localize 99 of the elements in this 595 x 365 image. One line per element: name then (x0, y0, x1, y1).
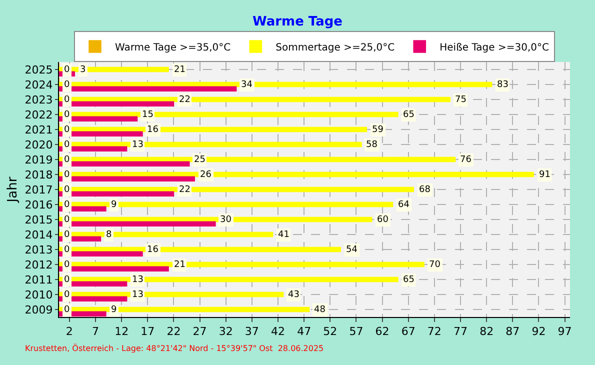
data-label: 22 (179, 95, 190, 105)
x-tick-label: 2 (66, 325, 73, 338)
data-label: 83 (497, 80, 508, 90)
y-tick-label: 2014 (24, 228, 53, 242)
data-label: 60 (377, 215, 389, 225)
data-label: 0 (64, 140, 70, 150)
x-tick-label: 32 (218, 325, 233, 338)
data-label: 0 (64, 110, 70, 120)
data-label: 0 (64, 95, 70, 105)
x-tick-label: 47 (297, 325, 312, 338)
data-label: 59 (372, 125, 384, 135)
data-label: 75 (455, 95, 466, 105)
data-label: 64 (398, 200, 410, 210)
data-label: 3 (80, 65, 86, 75)
x-tick-label: 62 (375, 325, 390, 338)
y-tick-label: 2018 (24, 168, 53, 182)
data-label: 0 (64, 200, 70, 210)
data-label: 15 (142, 110, 154, 120)
x-tick-label: 12 (114, 325, 129, 338)
data-label: 0 (64, 230, 70, 240)
data-label: 0 (64, 65, 70, 75)
y-tick-label: 2021 (24, 123, 53, 136)
x-tick-label: 7 (92, 325, 99, 338)
y-tick-label: 2020 (24, 138, 53, 152)
data-label: 65 (403, 110, 414, 120)
bar (59, 221, 216, 226)
data-label: 41 (278, 230, 290, 240)
data-label: 9 (111, 200, 117, 210)
data-label: 0 (64, 305, 70, 315)
data-label: 34 (241, 80, 253, 90)
data-label: 0 (64, 80, 70, 90)
y-tick-label: 2023 (24, 93, 53, 106)
text: Krustetten, Österreich - Lage: 48°21'42" Nord - 15°39'57" Ost 28.06.2025 (25, 343, 324, 353)
x-tick-label: 27 (192, 325, 207, 338)
data-label: 48 (314, 305, 326, 315)
y-tick-label: 2022 (24, 108, 53, 122)
data-label: 65 (403, 275, 414, 285)
x-tick-label: 22 (166, 325, 181, 338)
bar (59, 176, 195, 182)
data-label: 76 (460, 155, 472, 165)
data-label: 68 (419, 185, 431, 195)
y-tick-label: 2024 (24, 78, 53, 92)
y-tick-label: 2017 (24, 183, 53, 196)
data-label: 0 (64, 125, 70, 135)
data-label: 0 (64, 215, 70, 225)
data-label: 13 (132, 140, 144, 150)
data-label: 30 (220, 215, 232, 225)
x-tick-label: 87 (506, 325, 520, 338)
data-label: 13 (132, 275, 144, 285)
y-tick-label: 2011 (24, 273, 53, 286)
x-tick-label: 72 (427, 325, 442, 338)
data-label: 0 (64, 155, 70, 165)
data-label: 16 (147, 245, 159, 255)
x-tick-label: 82 (480, 325, 494, 338)
y-tick-label: 2012 (24, 258, 53, 272)
y-tick-label: 2019 (24, 153, 53, 166)
data-label: 13 (132, 290, 144, 300)
legend-label: Heiße Tage >=30,0°C (440, 42, 549, 54)
legend-label: Sommertage >=25,0°C (276, 42, 395, 54)
data-label: 8 (106, 230, 112, 240)
bar (59, 86, 237, 92)
x-tick-label: 97 (558, 325, 572, 338)
x-tick-label: 57 (349, 325, 364, 338)
data-label: 0 (64, 245, 70, 255)
x-tick-label: 17 (140, 325, 155, 338)
x-tick-label: 77 (454, 325, 468, 338)
legend-label: Warme Tage >=35,0°C (115, 42, 231, 54)
data-label: 16 (147, 125, 159, 135)
data-label: 9 (111, 305, 117, 315)
y-tick-label: 2013 (24, 243, 53, 256)
data-label: 70 (429, 260, 441, 270)
data-label: 91 (539, 170, 550, 180)
data-label: 54 (346, 245, 358, 255)
data-label: 26 (200, 170, 212, 180)
bar (59, 161, 190, 166)
data-label: 25 (194, 155, 206, 165)
data-label: 21 (174, 260, 186, 270)
chart-title: Warme Tage (252, 14, 343, 30)
y-tick-label: 2009 (24, 303, 53, 316)
y-tick-label: 2016 (24, 198, 53, 212)
data-label: 0 (64, 275, 70, 285)
x-tick-label: 42 (271, 325, 285, 338)
y-tick-label: 2025 (24, 63, 53, 76)
x-tick-label: 37 (244, 325, 259, 338)
y-axis-title: Jahr (6, 176, 21, 204)
data-label: 43 (288, 290, 300, 300)
x-tick-label: 92 (532, 325, 546, 338)
data-label: 0 (64, 290, 70, 300)
data-label: 58 (366, 140, 378, 150)
x-tick-label: 67 (401, 325, 416, 338)
data-label: 21 (174, 65, 186, 75)
data-label: 0 (64, 185, 70, 195)
y-tick-label: 2015 (24, 213, 53, 226)
data-label: 0 (64, 260, 70, 270)
data-label: 0 (64, 170, 70, 180)
bar (59, 202, 394, 208)
data-label: 22 (179, 185, 190, 195)
y-tick-label: 2010 (24, 288, 53, 302)
x-tick-label: 52 (323, 325, 338, 338)
